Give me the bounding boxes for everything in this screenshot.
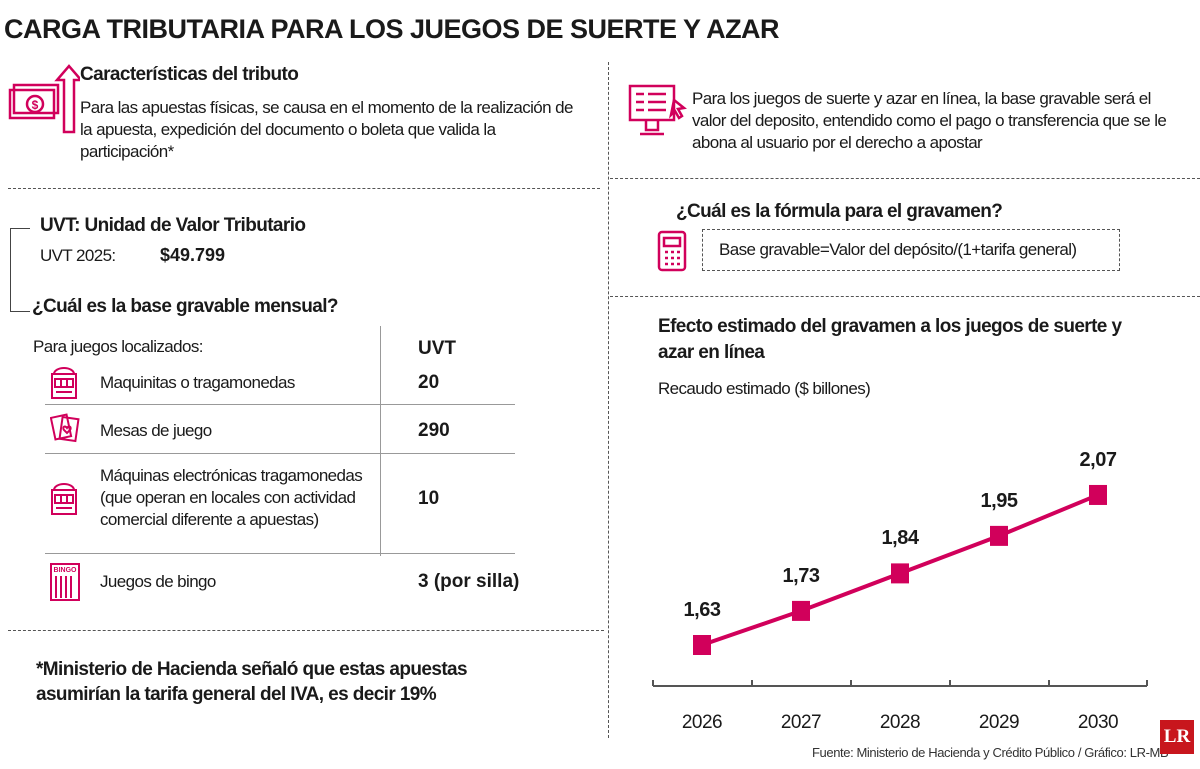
uvt-value: $49.799: [160, 245, 226, 265]
footnote: *Ministerio de Hacienda señaló que estas…: [36, 659, 468, 705]
payment-terminal-icon: [657, 230, 687, 272]
caracteristicas-text: Para las apuestas físicas, se causa en e…: [80, 98, 573, 161]
page-title: CARGA TRIBUTARIA PARA LOS JUEGOS DE SUER…: [4, 14, 780, 44]
source: Fuente: Ministerio de Hacienda y Crédito…: [812, 745, 1169, 760]
formula-heading: ¿Cuál es la fórmula para el gravamen?: [676, 201, 1003, 222]
row-label: Mesas de juego: [100, 421, 212, 440]
table-divider: [380, 326, 381, 556]
chart-title: Efecto estimado del gravamen a los juego…: [658, 316, 1122, 363]
x-tick-label: 2029: [978, 712, 1020, 733]
data-point-marker: [1089, 484, 1107, 505]
slot-machine-icon: [51, 483, 77, 515]
uvt-label: UVT 2025:: [40, 246, 116, 265]
row-label: Maquinitas o tragamonedas: [100, 373, 295, 392]
row-value: 3 (por silla): [418, 571, 520, 592]
divider: [8, 188, 600, 189]
x-tick-label: 2027: [780, 712, 822, 733]
svg-text:$: $: [32, 98, 39, 112]
data-point-marker: [693, 635, 711, 655]
bingo-icon-text: BINGO: [53, 567, 77, 574]
divider: [8, 630, 604, 631]
data-point-marker: [792, 600, 810, 621]
x-tick-label: 2030: [1077, 712, 1119, 733]
money-arrow-up-icon: $: [8, 64, 80, 134]
online-text: Para los juegos de suerte y azar en líne…: [692, 89, 1167, 152]
divider: [610, 296, 1200, 297]
x-tick-label: 2028: [879, 712, 921, 733]
data-label: 1,63: [683, 599, 721, 621]
data-label: 1,84: [881, 527, 919, 550]
row-label: Juegos de bingo: [100, 572, 216, 591]
x-tick-label: 2026: [681, 712, 723, 733]
uvt-heading: UVT: Unidad de Valor Tributario: [40, 215, 306, 236]
base-subheading: Para juegos localizados:: [33, 337, 203, 356]
slot-machine-icon: [51, 367, 77, 399]
data-label: 1,95: [980, 489, 1018, 512]
bingo-card-icon: BINGO: [50, 563, 80, 601]
row-value: 290: [418, 420, 450, 441]
chart-subtitle: Recaudo estimado ($ billones): [658, 379, 871, 398]
x-axis: [652, 680, 1148, 687]
playing-cards-icon: [50, 413, 80, 443]
base-heading: ¿Cuál es la base gravable mensual?: [32, 296, 339, 317]
row-label: Máquinas electrónicas tragamonedas (que …: [100, 466, 363, 529]
col-header-uvt: UVT: [418, 338, 456, 359]
bracket: [10, 228, 30, 312]
row-value: 10: [418, 488, 440, 509]
formula-box: Base gravable=Valor del depósito/(1+tari…: [702, 229, 1120, 271]
data-label: 2,07: [1079, 448, 1117, 471]
lr-logo: LR: [1160, 720, 1194, 754]
divider: [610, 178, 1200, 179]
row-value: 20: [418, 372, 440, 393]
caracteristicas-heading: Características del tributo: [80, 64, 299, 85]
column-divider: [608, 62, 609, 738]
data-point-marker: [990, 525, 1008, 546]
computer-monitor-icon: [628, 84, 687, 136]
data-label: 1,73: [782, 564, 820, 587]
data-point-marker: [891, 563, 909, 584]
